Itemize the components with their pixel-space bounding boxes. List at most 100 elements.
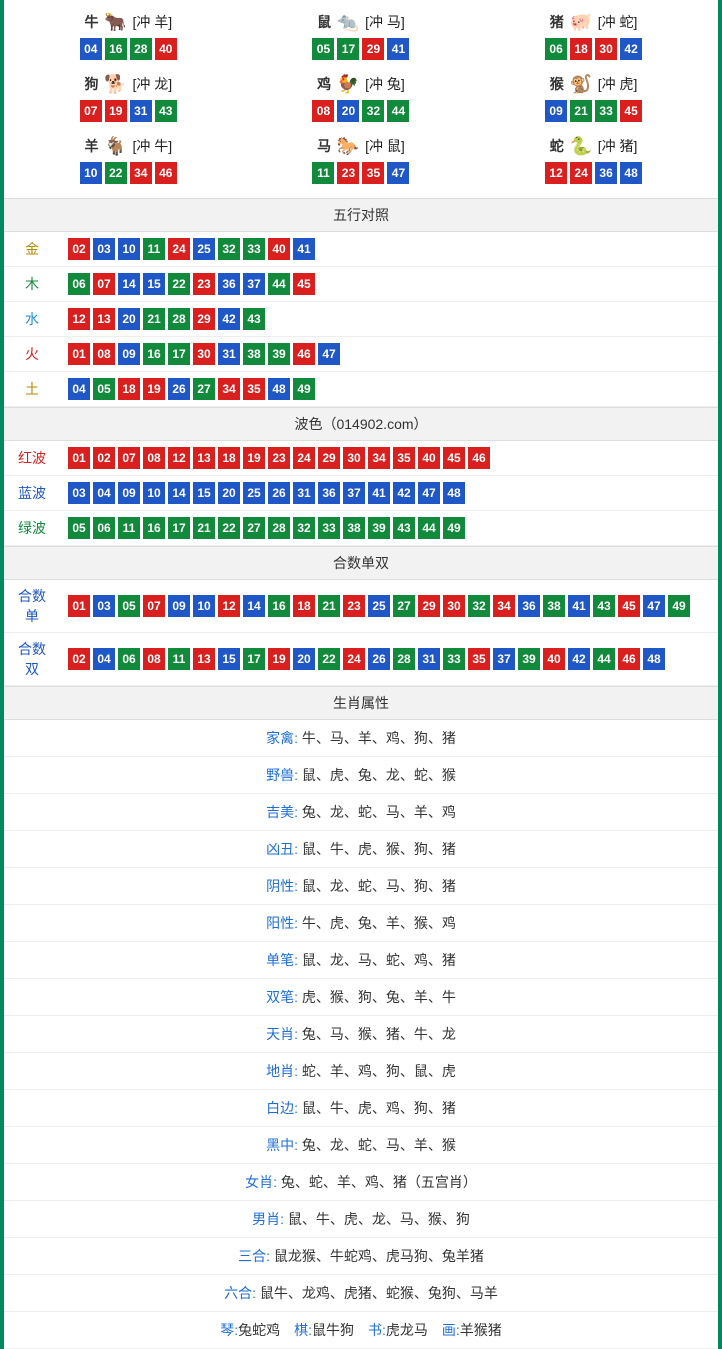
zodiac-conflict: [冲 鼠] xyxy=(365,136,405,156)
number-ball: 20 xyxy=(337,100,359,122)
number-ball: 33 xyxy=(595,100,617,122)
attr-value: 虎、猴、狗、兔、羊、牛 xyxy=(298,989,456,1005)
zodiac-title: 猴🐒[冲 虎] xyxy=(477,72,710,96)
number-ball: 43 xyxy=(593,595,615,617)
number-ball: 49 xyxy=(443,517,465,539)
zodiac-balls: 10223446 xyxy=(12,162,245,184)
bose-table: 红波0102070812131819232429303435404546蓝波03… xyxy=(4,441,718,546)
number-ball: 44 xyxy=(268,273,290,295)
row-balls-cell: 0103050709101214161821232527293032343638… xyxy=(60,580,718,633)
zodiac-balls: 08203244 xyxy=(245,100,478,122)
number-ball: 15 xyxy=(218,648,240,670)
row-balls: 1213202128294243 xyxy=(68,308,710,330)
number-ball: 31 xyxy=(218,343,240,365)
attr-label: 野兽: xyxy=(266,767,298,783)
attr-label: 黑中: xyxy=(266,1137,298,1153)
row-label: 绿波 xyxy=(4,511,60,546)
multi-value: 鼠牛狗 xyxy=(312,1322,354,1338)
row-balls: 0103050709101214161821232527293032343638… xyxy=(68,595,710,617)
number-ball: 31 xyxy=(293,482,315,504)
row-balls: 03040910141520252631363741424748 xyxy=(68,482,710,504)
attr-value: 兔、龙、蛇、马、羊、鸡 xyxy=(298,804,456,820)
attr-label: 地肖: xyxy=(266,1063,298,1079)
number-ball: 09 xyxy=(168,595,190,617)
number-ball: 34 xyxy=(368,447,390,469)
number-ball: 05 xyxy=(312,38,334,60)
zodiac-grid: 牛🐂[冲 羊]04162840鼠🐀[冲 马]05172941猪🐖[冲 蛇]061… xyxy=(4,0,718,198)
row-label: 红波 xyxy=(4,441,60,476)
zodiac-cell: 马🐎[冲 鼠]11233547 xyxy=(245,128,478,190)
row-label: 蓝波 xyxy=(4,476,60,511)
row-balls: 05061116172122272832333839434449 xyxy=(68,517,710,539)
number-ball: 49 xyxy=(668,595,690,617)
row-label: 金 xyxy=(4,232,60,267)
number-ball: 13 xyxy=(93,308,115,330)
number-ball: 12 xyxy=(168,447,190,469)
zodiac-icon: 🐐 xyxy=(100,134,130,158)
attr-label: 单笔: xyxy=(266,952,298,968)
number-ball: 17 xyxy=(243,648,265,670)
number-ball: 07 xyxy=(93,273,115,295)
number-ball: 49 xyxy=(293,378,315,400)
number-ball: 05 xyxy=(118,595,140,617)
number-ball: 02 xyxy=(68,648,90,670)
number-ball: 32 xyxy=(468,595,490,617)
number-ball: 47 xyxy=(418,482,440,504)
number-ball: 41 xyxy=(368,482,390,504)
number-ball: 11 xyxy=(143,238,165,260)
attr-value: 鼠、虎、兔、龙、蛇、猴 xyxy=(298,767,456,783)
attr-value: 鼠龙猴、牛蛇鸡、虎马狗、兔羊猪 xyxy=(270,1248,484,1264)
section-title-heshu: 合数单双 xyxy=(4,546,718,580)
number-ball: 29 xyxy=(418,595,440,617)
number-ball: 38 xyxy=(343,517,365,539)
number-ball: 07 xyxy=(118,447,140,469)
attr-row: 阴性: 鼠、龙、蛇、马、狗、猪 xyxy=(4,868,718,905)
number-ball: 01 xyxy=(68,343,90,365)
attr-value: 蛇、羊、鸡、狗、鼠、虎 xyxy=(298,1063,456,1079)
number-ball: 17 xyxy=(337,38,359,60)
zodiac-name: 蛇 xyxy=(550,136,564,156)
row-balls-cell: 05061116172122272832333839434449 xyxy=(60,511,718,546)
table-row: 水1213202128294243 xyxy=(4,302,718,337)
number-ball: 06 xyxy=(118,648,140,670)
number-ball: 08 xyxy=(312,100,334,122)
number-ball: 16 xyxy=(143,517,165,539)
zodiac-title: 猪🐖[冲 蛇] xyxy=(477,10,710,34)
number-ball: 12 xyxy=(545,162,567,184)
number-ball: 35 xyxy=(393,447,415,469)
number-ball: 04 xyxy=(93,482,115,504)
multi-item: 画:羊猴猪 xyxy=(442,1322,502,1338)
number-ball: 45 xyxy=(293,273,315,295)
table-row: 蓝波 03040910141520252631363741424748 xyxy=(4,476,718,511)
attr-label: 女肖: xyxy=(245,1174,277,1190)
number-ball: 03 xyxy=(93,238,115,260)
number-ball: 48 xyxy=(620,162,642,184)
number-ball: 14 xyxy=(243,595,265,617)
number-ball: 08 xyxy=(143,447,165,469)
number-ball: 18 xyxy=(118,378,140,400)
number-ball: 24 xyxy=(293,447,315,469)
multi-key: 棋: xyxy=(294,1322,312,1338)
number-ball: 40 xyxy=(268,238,290,260)
number-ball: 15 xyxy=(193,482,215,504)
zodiac-conflict: [冲 兔] xyxy=(365,74,405,94)
number-ball: 39 xyxy=(268,343,290,365)
number-ball: 05 xyxy=(93,378,115,400)
wuxing-table: 金02031011242532334041木060714152223363744… xyxy=(4,232,718,407)
number-ball: 36 xyxy=(218,273,240,295)
zodiac-cell: 猴🐒[冲 虎]09213345 xyxy=(477,66,710,128)
number-ball: 10 xyxy=(193,595,215,617)
number-ball: 33 xyxy=(318,517,340,539)
number-ball: 20 xyxy=(293,648,315,670)
number-ball: 40 xyxy=(418,447,440,469)
number-ball: 04 xyxy=(93,648,115,670)
number-ball: 35 xyxy=(362,162,384,184)
zodiac-icon: 🐓 xyxy=(333,72,363,96)
number-ball: 36 xyxy=(518,595,540,617)
number-ball: 28 xyxy=(393,648,415,670)
number-ball: 01 xyxy=(68,447,90,469)
number-ball: 32 xyxy=(362,100,384,122)
zodiac-icon: 🐀 xyxy=(333,10,363,34)
attr-label: 阳性: xyxy=(266,915,298,931)
zodiac-conflict: [冲 龙] xyxy=(132,74,172,94)
